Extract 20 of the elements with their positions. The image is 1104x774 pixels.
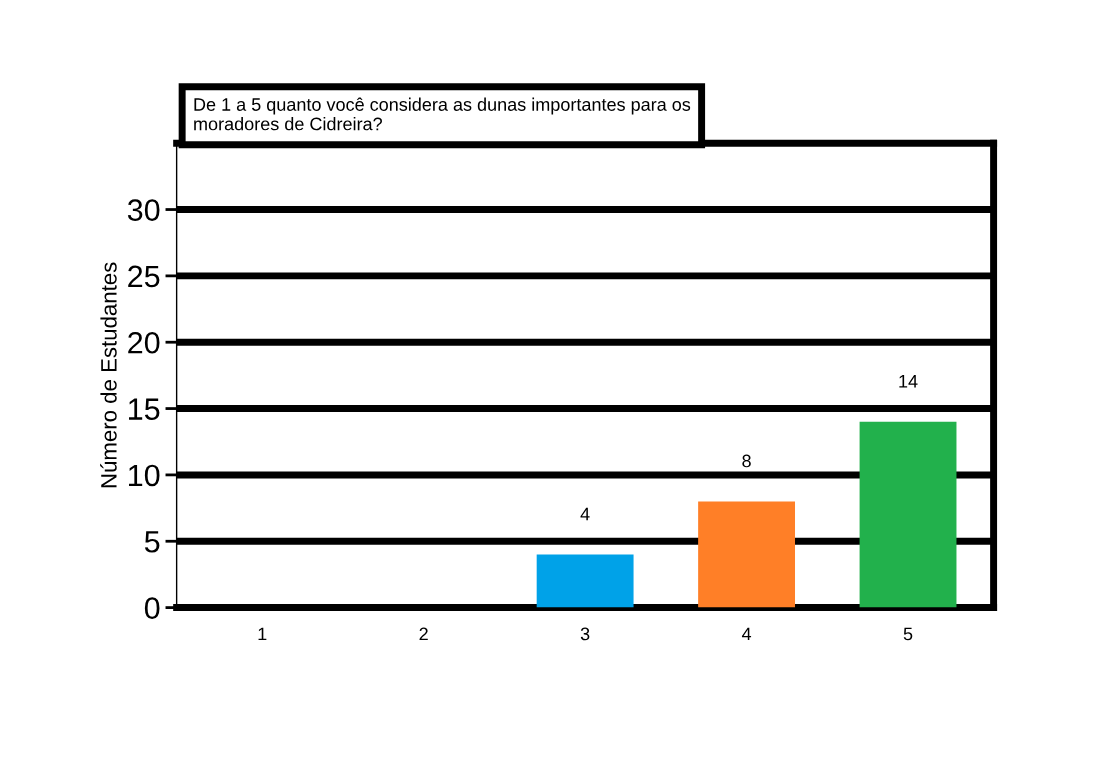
x-tick-label: 3 (580, 627, 590, 641)
y-tick-label: 30 (127, 199, 160, 221)
y-tick-label: 10 (129, 464, 160, 487)
y-tick-label: 15 (129, 398, 160, 420)
x-tick-label: 2 (419, 627, 428, 641)
bar (859, 421, 957, 608)
x-tick-label: 5 (903, 627, 913, 641)
bar (536, 554, 634, 608)
y-tick-label: 5 (144, 531, 160, 553)
chart-title: De 1 a 5 quanto você considera as dunas importantes para os moradores de Cidreira? (194, 97, 691, 131)
x-tick-label: 1 (258, 627, 267, 641)
data-label: 4 (580, 507, 590, 521)
data-label: 14 (899, 375, 918, 388)
data-label: 8 (742, 454, 751, 468)
y-tick-label: 20 (128, 331, 160, 354)
bar (698, 501, 796, 608)
x-tick-label: 4 (741, 627, 752, 641)
y-tick-label: 0 (144, 597, 160, 619)
y-axis-title: Número de Estudantes (100, 262, 117, 488)
y-tick-label: 25 (128, 265, 160, 288)
